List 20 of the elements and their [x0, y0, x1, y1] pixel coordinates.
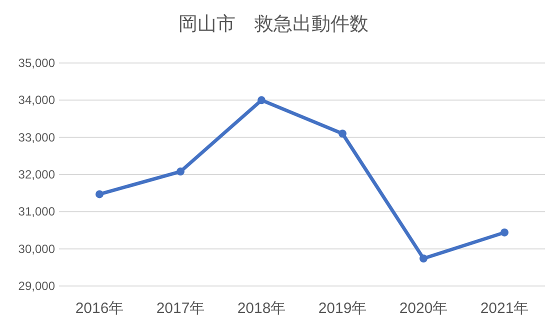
x-tick-label: 2019年 [318, 300, 367, 317]
point [420, 254, 428, 262]
y-tick-label: 30,000 [18, 242, 56, 256]
point [176, 168, 184, 176]
y-tick-label: 34,000 [18, 93, 56, 108]
y-tick-label: 33,000 [18, 130, 56, 144]
y-tick-label: 29,000 [18, 279, 56, 293]
point [500, 228, 508, 236]
title: 岡山市 救急出動件数 [178, 14, 368, 35]
x-tick-label: 2017年 [156, 300, 205, 317]
point [96, 190, 104, 198]
y-tick-label: 31,000 [18, 204, 56, 219]
point [258, 96, 266, 104]
x-tick-label: 2021年 [480, 300, 529, 317]
x-tick-label: 2018年 [237, 300, 286, 317]
y-tick-label: 32,000 [18, 168, 56, 182]
x-tick-label: 2020年 [399, 300, 448, 317]
point [338, 130, 346, 138]
y-tick-label: 35,000 [18, 56, 56, 70]
x-tick-label: 2016年 [75, 300, 124, 317]
